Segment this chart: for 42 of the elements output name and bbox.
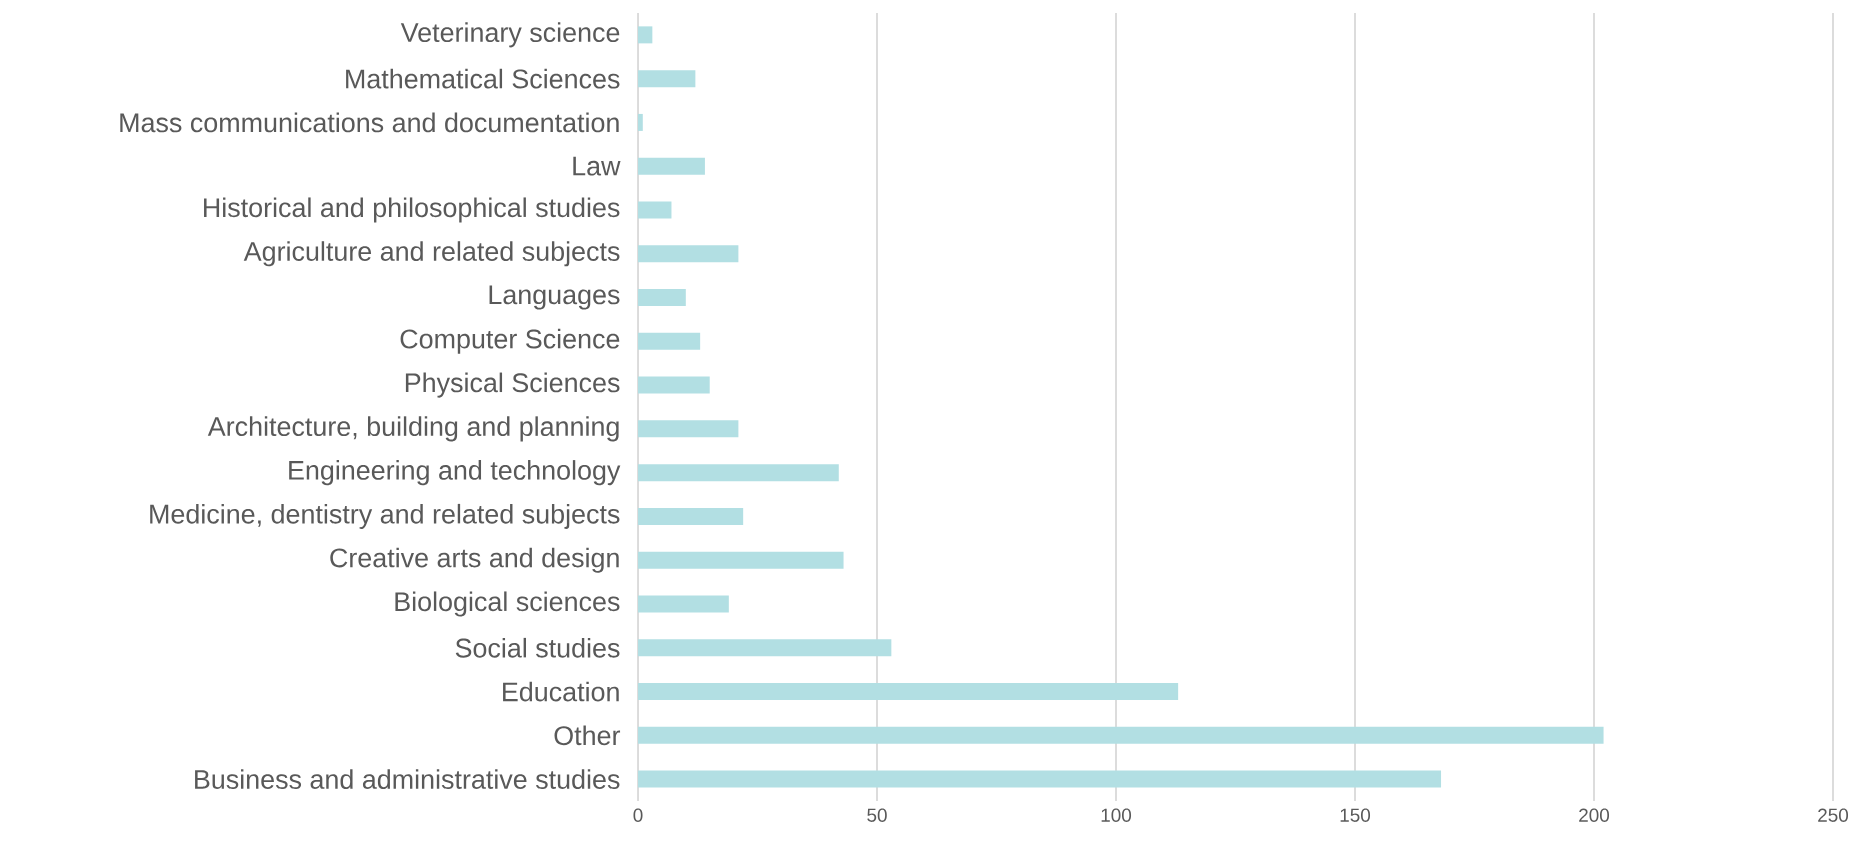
bar <box>638 683 1179 701</box>
x-tick-label: 0 <box>633 808 643 822</box>
x-tick-label: 250 <box>1818 808 1849 822</box>
x-tick-label: 200 <box>1579 808 1610 822</box>
y-tick-label: Law <box>573 156 621 176</box>
bar <box>638 157 705 175</box>
bar <box>638 639 892 657</box>
y-tick-label: Veterinary science <box>400 22 620 48</box>
y-tick-label: Computer Science <box>400 328 620 354</box>
bar <box>638 113 643 131</box>
y-tick-label: Business and administrative studies <box>195 769 620 789</box>
y-tick-label: Architecture, building and planning <box>207 416 619 442</box>
bar <box>638 245 739 263</box>
y-tick-label: Languages <box>489 285 620 310</box>
x-tick-label: 100 <box>1101 808 1132 822</box>
bar <box>638 376 710 394</box>
x-tick-label: 50 <box>867 808 887 822</box>
bar <box>638 26 653 44</box>
bar <box>638 70 696 88</box>
y-tick-label: Social studies <box>455 637 620 658</box>
bar <box>638 595 729 613</box>
bar <box>638 551 844 569</box>
bar <box>638 464 839 482</box>
x-tick-label: 150 <box>1340 808 1371 822</box>
y-tick-label: Education <box>503 681 619 702</box>
y-tick-label: Historical and philosophical studies <box>204 197 620 223</box>
y-tick-label: Other <box>554 725 621 746</box>
y-tick-label: Agriculture and related subjects <box>243 241 620 267</box>
bar <box>638 770 1442 788</box>
y-tick-label: Creative arts and design <box>330 547 619 573</box>
bar <box>638 289 686 307</box>
y-tick-label: Mass communications and documentation <box>120 112 619 133</box>
y-tick-label: Physical Sciences <box>405 372 620 398</box>
bar <box>638 201 672 219</box>
bar <box>638 726 1604 744</box>
y-tick-label: Biological sciences <box>395 591 620 617</box>
bar <box>638 332 701 350</box>
bar <box>638 507 744 525</box>
y-tick-label: Medicine, dentistry and related subjects <box>150 503 620 529</box>
y-tick-label: Engineering and technology <box>289 460 621 486</box>
bar <box>638 420 739 438</box>
y-tick-label: Mathematical Sciences <box>346 68 620 89</box>
